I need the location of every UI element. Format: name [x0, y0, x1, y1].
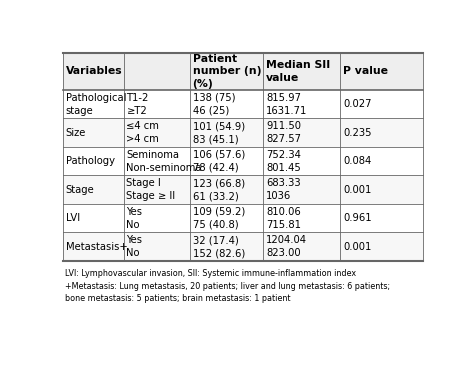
Text: 0.235: 0.235	[343, 128, 372, 138]
Text: 815.97
1631.71: 815.97 1631.71	[266, 92, 308, 116]
Text: 0.027: 0.027	[343, 99, 372, 109]
Text: Median SII
value: Median SII value	[266, 60, 330, 83]
Text: 109 (59.2)
75 (40.8): 109 (59.2) 75 (40.8)	[192, 206, 245, 230]
Text: Metastasis+: Metastasis+	[66, 242, 128, 252]
Text: 810.06
715.81: 810.06 715.81	[266, 206, 301, 230]
Text: Variables: Variables	[66, 67, 122, 77]
Text: Stage: Stage	[66, 185, 95, 195]
Bar	[63, 204, 423, 232]
Text: Size: Size	[66, 128, 86, 138]
Text: P value: P value	[343, 67, 388, 77]
Text: 752.34
801.45: 752.34 801.45	[266, 149, 301, 173]
Text: Patient
number (n)
(%): Patient number (n) (%)	[192, 54, 261, 89]
Bar	[63, 90, 423, 118]
Text: Yes
No: Yes No	[127, 235, 143, 258]
Text: Pathology: Pathology	[66, 156, 115, 166]
Bar	[63, 53, 423, 90]
Text: LVI: Lymphovascular invasion, SII: Systemic immune-inflammation index
+Metastasi: LVI: Lymphovascular invasion, SII: Syste…	[65, 269, 390, 303]
Bar	[63, 232, 423, 261]
Text: Pathological
stage: Pathological stage	[66, 92, 127, 116]
Text: 683.33
1036: 683.33 1036	[266, 178, 301, 201]
Bar	[63, 175, 423, 204]
Text: 0.961: 0.961	[343, 213, 372, 223]
Text: 106 (57.6)
78 (42.4): 106 (57.6) 78 (42.4)	[192, 149, 245, 173]
Text: Yes
No: Yes No	[127, 206, 143, 230]
Text: 1204.04
823.00: 1204.04 823.00	[266, 235, 307, 258]
Text: 32 (17.4)
152 (82.6): 32 (17.4) 152 (82.6)	[192, 235, 245, 258]
Text: 101 (54.9)
83 (45.1): 101 (54.9) 83 (45.1)	[192, 121, 245, 144]
Text: ≤4 cm
>4 cm: ≤4 cm >4 cm	[127, 121, 159, 144]
Text: LVI: LVI	[66, 213, 80, 223]
Text: 138 (75)
46 (25): 138 (75) 46 (25)	[192, 92, 235, 116]
Text: 123 (66.8)
61 (33.2): 123 (66.8) 61 (33.2)	[192, 178, 245, 201]
Text: 0.001: 0.001	[343, 242, 372, 252]
Text: 0.001: 0.001	[343, 185, 372, 195]
Text: Stage I
Stage ≥ II: Stage I Stage ≥ II	[127, 178, 175, 201]
Text: T1-2
≥T2: T1-2 ≥T2	[127, 92, 149, 116]
Text: 0.084: 0.084	[343, 156, 372, 166]
Text: Seminoma
Non-seminoma: Seminoma Non-seminoma	[127, 149, 202, 173]
Bar	[63, 147, 423, 175]
Text: 911.50
827.57: 911.50 827.57	[266, 121, 301, 144]
Bar	[63, 118, 423, 147]
